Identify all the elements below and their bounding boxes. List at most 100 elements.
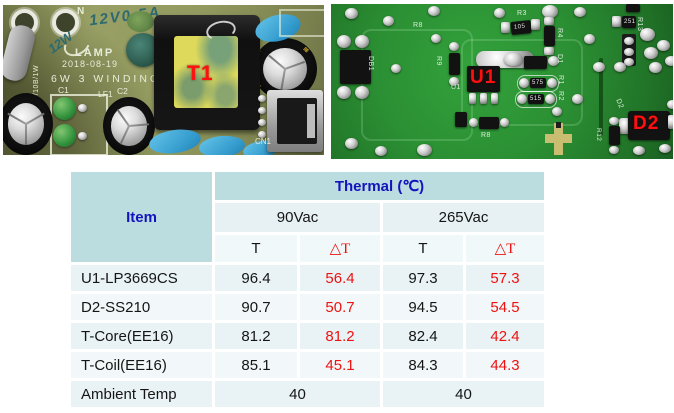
solder-pad <box>659 144 671 153</box>
glue-blob <box>147 126 203 155</box>
row-dt90: 45.1 <box>300 352 380 378</box>
solder-pad <box>584 34 595 44</box>
row-t90: 85.1 <box>215 352 297 378</box>
resistor-r9 <box>449 53 460 75</box>
solder-pad <box>337 35 351 48</box>
electrolytic-capacitor-output: ≡ ≋ ≋ <box>253 38 317 100</box>
ic-lead <box>469 93 476 104</box>
row-item-ambient: Ambient Temp <box>71 381 212 407</box>
solder-pad <box>355 35 369 48</box>
pcb-pad-circle <box>127 11 154 32</box>
silkscreen-c2: C2 <box>117 86 128 96</box>
silkscreen-r1: R1 <box>557 75 564 85</box>
row-dt90: 50.7 <box>300 294 380 320</box>
transformer-tape <box>174 36 238 108</box>
solder-pad <box>494 8 505 18</box>
row-item: T-Core(EE16) <box>71 323 212 349</box>
solder-pad <box>345 138 358 149</box>
row-t265: 82.4 <box>383 323 463 349</box>
silkscreen-d2: D2 <box>614 98 625 110</box>
silkscreen-r9: R9 <box>435 56 442 66</box>
silkscreen-db1: DB1 <box>367 56 374 72</box>
ambient-265: 40 <box>383 381 544 407</box>
solder-pad <box>552 107 562 116</box>
solder-pad <box>572 94 583 104</box>
silkscreen-r2: R2 <box>557 91 564 101</box>
solder-pad <box>668 115 673 129</box>
solder-pad <box>345 8 358 19</box>
table-header-t-90: T <box>215 235 297 262</box>
solder-pad <box>649 62 662 73</box>
resistor-r12 <box>609 126 620 145</box>
bridge-rectifier-db1 <box>340 50 371 84</box>
ic-u1 <box>467 66 500 92</box>
pcb-top-photo: N FR4/10B/1W 12W 12V0.5A LAMP 2018-08-19… <box>3 5 324 155</box>
solder-pad <box>614 62 626 72</box>
table-header-dt-90: △T <box>300 235 380 262</box>
row-dt90: 81.2 <box>300 323 380 349</box>
resistor <box>455 112 467 127</box>
solder-pad <box>337 86 351 99</box>
inductor-disc <box>53 97 76 120</box>
solder-pad <box>78 104 87 112</box>
resistor-r13: 251 <box>622 16 636 28</box>
electrolytic-capacitor-c2 <box>103 97 155 155</box>
table-header-90vac: 90Vac <box>215 203 380 232</box>
row-t265: 97.3 <box>383 265 463 291</box>
table-header-item: Item <box>71 172 212 262</box>
solder-pad <box>391 64 401 73</box>
resistor-r2: 515 <box>515 91 557 108</box>
silkscreen-r8-top: R8 <box>413 22 423 29</box>
row-t265: 94.5 <box>383 294 463 320</box>
row-dt265: 54.5 <box>466 294 544 320</box>
board-tab-hole <box>556 122 561 128</box>
thermal-table: Item Thermal (℃) 90Vac 265Vac T △T T △T … <box>71 172 544 407</box>
trace-outline <box>461 39 583 126</box>
solder-pad <box>544 47 554 55</box>
label-u1: U1 <box>470 67 497 88</box>
row-t90: 96.4 <box>215 265 297 291</box>
solder-pad <box>609 146 619 154</box>
board-tab <box>545 134 572 143</box>
silkscreen-r12: R12 <box>595 128 602 142</box>
pcb-bottom-photo: DB1 R8 R9 U1 U1 105 <box>331 4 673 159</box>
row-item: U1-LP3669CS <box>71 265 212 291</box>
ic-lead <box>491 93 498 104</box>
silkscreen-c1: C1 <box>58 85 69 95</box>
row-dt265: 42.4 <box>466 323 544 349</box>
solder-pad <box>624 48 634 56</box>
board-slot <box>599 58 603 136</box>
solder-pad <box>574 7 586 17</box>
solder-pad <box>544 17 554 25</box>
solder-pad <box>667 100 673 109</box>
ambient-90: 40 <box>215 381 380 407</box>
solder-pad <box>657 40 670 51</box>
solder-pad <box>665 56 673 66</box>
row-t90: 90.7 <box>215 294 297 320</box>
silkscreen-r4: R4 <box>556 28 563 38</box>
solder-pad <box>428 6 440 16</box>
solder-pad <box>624 37 634 45</box>
silkscreen-outline <box>279 9 324 37</box>
resistor-r4 <box>544 26 555 46</box>
solder-pad <box>548 56 559 66</box>
resistor-r3: 105 <box>510 19 532 36</box>
solder-pad <box>375 146 387 156</box>
label-d2: D2 <box>633 113 660 134</box>
row-dt90: 56.4 <box>300 265 380 291</box>
solder-pad <box>417 144 432 156</box>
solder-pad <box>640 28 655 41</box>
table-header-t-265: T <box>383 235 463 262</box>
solder-pad <box>258 131 266 138</box>
solder-pad <box>644 47 658 59</box>
solder-pad <box>258 107 266 114</box>
solder-pad <box>612 16 621 27</box>
glue-blob <box>198 134 246 155</box>
solder-pad <box>431 34 441 43</box>
usb-connector <box>267 90 323 152</box>
solder-pad <box>593 62 605 72</box>
row-dt265: 44.3 <box>466 352 544 378</box>
solder-pad <box>624 58 634 66</box>
silkscreen-cn1: CN1 <box>255 137 272 146</box>
solder-pad <box>258 95 266 102</box>
